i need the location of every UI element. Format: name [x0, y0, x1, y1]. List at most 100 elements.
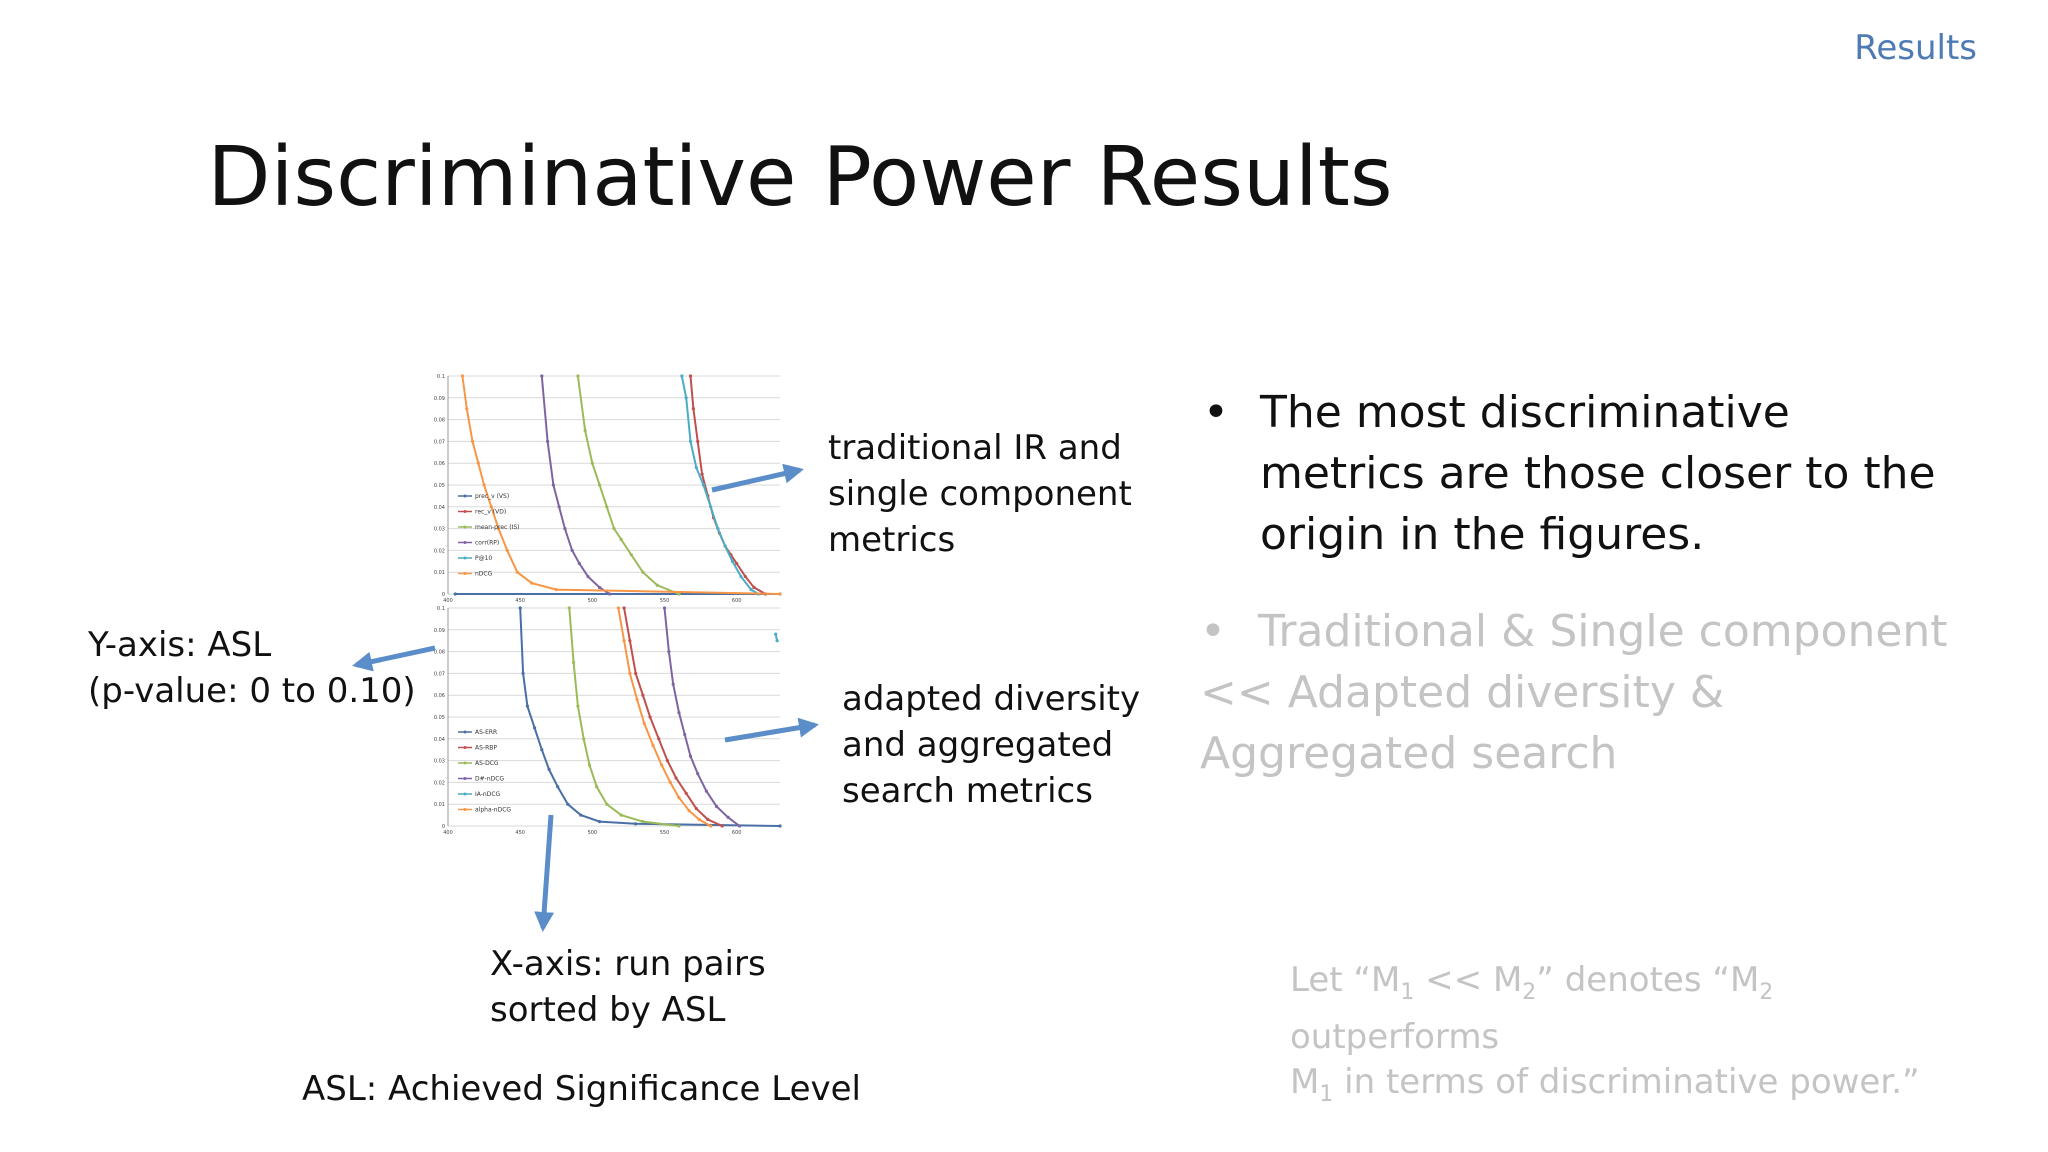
data-point: [665, 759, 670, 763]
data-point: [628, 639, 632, 643]
data-point: [691, 407, 695, 411]
series-line-5: [461, 375, 781, 595]
data-point: [688, 754, 693, 758]
data-point: [557, 505, 561, 509]
data-point: [570, 548, 574, 552]
series-line-4: [680, 375, 759, 595]
series-line-0: [519, 607, 781, 827]
legend-label: D#-nDCG: [475, 776, 504, 783]
data-point: [739, 574, 743, 579]
x-tick-label: 400: [443, 598, 453, 604]
slide-title: Discriminative Power Results: [207, 130, 1393, 225]
data-point: [657, 737, 661, 741]
bullet-item: • The most discriminative metrics are th…: [1200, 382, 1960, 565]
data-point: [608, 592, 612, 596]
data-point: [641, 570, 645, 574]
data-point: [582, 737, 586, 741]
y-tick-label: 0.08: [434, 418, 445, 424]
legend-label: AS-RBP: [475, 745, 497, 752]
data-point: [737, 824, 742, 828]
definition-note: Let “M1 << M2” denotes “M2 outperforms M…: [1290, 958, 1990, 1117]
legend-label: AS-ERR: [475, 729, 497, 736]
data-point: [489, 505, 493, 509]
legend-label: mean-prec (IS): [475, 524, 519, 531]
x-tick-label: 400: [443, 830, 453, 836]
data-point: [778, 824, 782, 828]
data-point: [671, 682, 675, 686]
data-point: [697, 817, 701, 822]
bullet-text: Traditional & Single component << Adapte…: [1200, 606, 1948, 779]
caption-line: and aggregated: [842, 725, 1114, 765]
data-point: [700, 472, 704, 476]
data-point: [547, 767, 551, 771]
data-point: [648, 715, 652, 719]
arrow-to-y-axis: [352, 645, 436, 672]
data-point: [706, 817, 710, 822]
x-tick-label: 450: [515, 598, 525, 604]
legend-label: nDCG: [475, 571, 493, 578]
data-point: [530, 581, 534, 585]
data-point: [677, 592, 681, 596]
data-point: [505, 548, 509, 552]
data-point: [546, 439, 550, 443]
data-point: [641, 820, 645, 824]
data-point: [775, 639, 779, 643]
bullet-text: The most discriminative metrics are thos…: [1260, 387, 1936, 560]
y-tick-label: 0.1: [437, 606, 445, 612]
data-point: [778, 592, 782, 596]
y-tick-label: 0.08: [434, 650, 445, 656]
y-tick-label: 0.02: [434, 780, 445, 786]
legend-label: P@10: [475, 555, 492, 562]
data-point: [730, 559, 734, 563]
arrow-to-traditional: [711, 463, 804, 493]
data-point: [709, 824, 713, 828]
data-point: [453, 592, 457, 596]
data-point: [533, 726, 537, 730]
data-point: [651, 743, 655, 747]
data-point: [460, 374, 465, 378]
data-point: [668, 780, 672, 784]
caption-line: Y-axis: ASL: [88, 625, 272, 665]
data-point: [655, 583, 659, 587]
data-point: [677, 824, 681, 828]
data-point: [628, 671, 632, 675]
data-point: [684, 791, 688, 795]
data-point: [540, 374, 544, 378]
x-tick-label: 600: [732, 830, 742, 836]
data-point: [583, 428, 587, 433]
data-point: [674, 776, 678, 780]
y-tick-label: 0.03: [434, 759, 445, 765]
y-tick-label: 0: [442, 824, 445, 830]
data-point: [554, 588, 558, 592]
legend-label: IA-nDCG: [475, 791, 501, 798]
data-point: [642, 721, 646, 726]
data-point: [684, 396, 688, 400]
data-point: [634, 822, 638, 826]
data-point: [774, 632, 778, 636]
legend-label: AS-DCG: [475, 760, 499, 767]
data-point: [465, 407, 469, 411]
legend-label: rec_v (VD): [475, 509, 506, 516]
data-point: [749, 588, 753, 592]
data-point: [720, 824, 724, 828]
data-point: [515, 570, 519, 574]
data-point: [577, 561, 581, 566]
data-point: [662, 606, 667, 610]
data-point: [735, 561, 739, 566]
x-axis-caption: X-axis: run pairs sorted by ASL: [490, 941, 766, 1033]
note-line-2: M1 in terms of discriminative power.”: [1290, 1061, 1920, 1107]
data-point: [667, 650, 671, 654]
y-tick-label: 0.05: [434, 715, 445, 721]
y-tick-label: 0.04: [434, 737, 445, 743]
legend-marker: [463, 808, 467, 811]
caption-line: (p-value: 0 to 0.10): [88, 671, 416, 711]
legend-marker: [463, 494, 467, 498]
caption-line: metrics: [828, 520, 956, 560]
data-point: [567, 606, 571, 610]
caption-line: search metrics: [842, 771, 1093, 811]
data-point: [566, 802, 570, 806]
data-point: [525, 704, 529, 708]
caption-line: traditional IR and: [828, 428, 1122, 468]
x-tick-label: 450: [515, 830, 525, 836]
